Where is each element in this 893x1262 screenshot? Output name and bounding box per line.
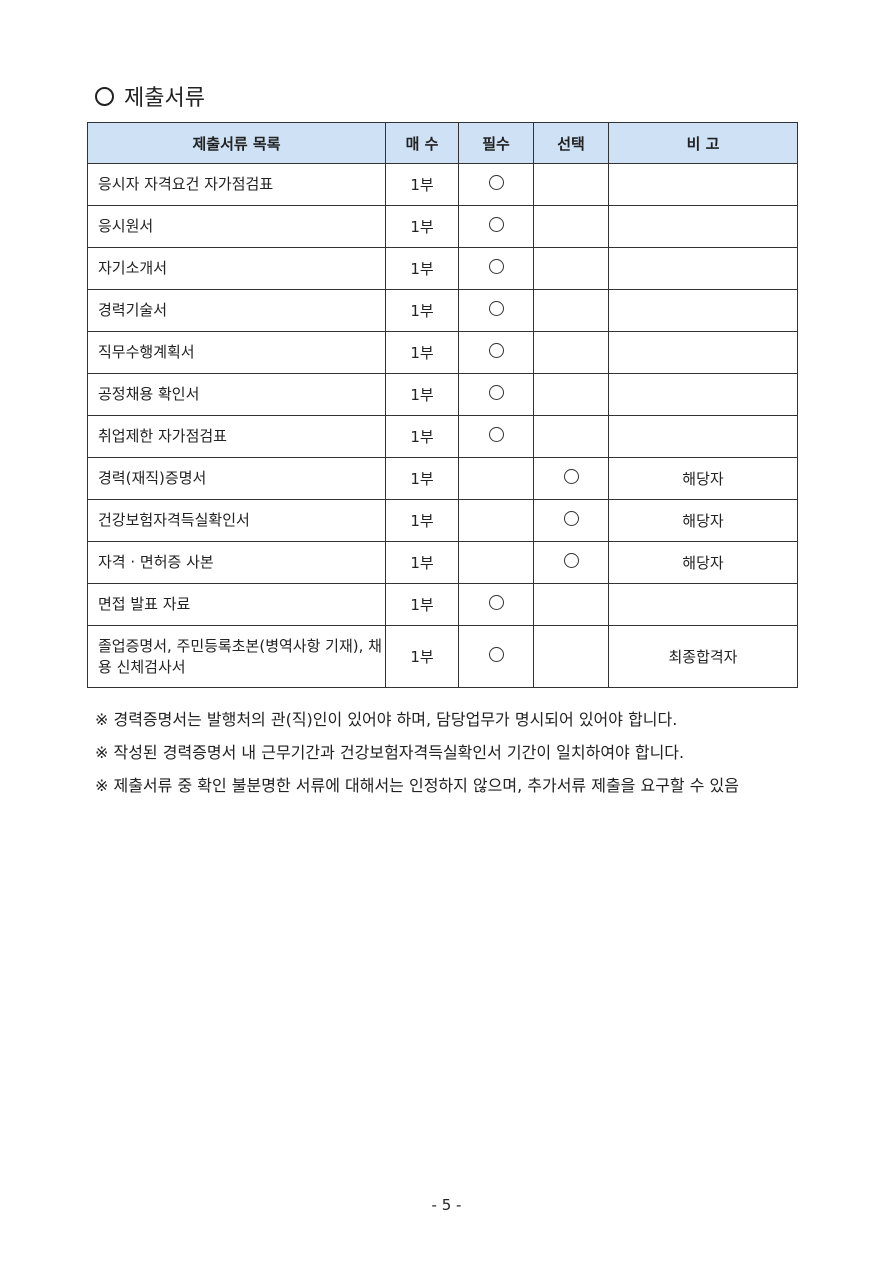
- cell-required: [458, 331, 534, 374]
- cell-optional: [533, 457, 609, 500]
- cell-optional: [533, 499, 609, 542]
- cell-count: 1부: [385, 289, 459, 332]
- header-optional: 선택: [533, 122, 609, 164]
- section-title-text: 제출서류: [124, 86, 205, 111]
- cell-required: [458, 205, 534, 248]
- cell-required: [458, 247, 534, 290]
- cell-name: 면접 발표 자료: [87, 583, 386, 626]
- note-1: ※ 경력증명서는 발행처의 관(직)인이 있어야 하며, 담당업무가 명시되어 …: [95, 710, 678, 729]
- note-2: ※ 작성된 경력증명서 내 근무기간과 건강보험자격득실확인서 기간이 일치하여…: [95, 743, 685, 762]
- header-required: 필수: [458, 122, 534, 164]
- cell-note: [608, 583, 798, 626]
- table-row: 자격 · 면허증 사본 1부 해당자: [87, 541, 798, 584]
- cell-name: 경력(재직)증명서: [87, 457, 386, 500]
- cell-name: 졸업증명서, 주민등록초본(병역사항 기재), 채용 신체검사서: [87, 625, 386, 688]
- cell-optional: [533, 541, 609, 584]
- circle-mark-icon: [488, 217, 504, 232]
- circle-mark-icon: [488, 595, 504, 610]
- table-row: 자기소개서 1부: [87, 247, 798, 290]
- cell-name: 직무수행계획서: [87, 331, 386, 374]
- cell-required: [458, 541, 534, 584]
- cell-optional: [533, 163, 609, 206]
- cell-name: 건강보험자격득실확인서: [87, 499, 386, 542]
- cell-count: 1부: [385, 583, 459, 626]
- cell-count: 1부: [385, 373, 459, 416]
- cell-note: [608, 415, 798, 458]
- cell-name: 취업제한 자가점검표: [87, 415, 386, 458]
- circle-mark-icon: [488, 301, 504, 316]
- cell-required: [458, 499, 534, 542]
- cell-count: 1부: [385, 415, 459, 458]
- circle-mark-icon: [488, 259, 504, 274]
- cell-count: 1부: [385, 247, 459, 290]
- cell-name: 응시원서: [87, 205, 386, 248]
- cell-name: 응시자 자격요건 자가점검표: [87, 163, 386, 206]
- circle-mark-icon: [488, 343, 504, 358]
- table-row: 취업제한 자가점검표 1부: [87, 415, 798, 458]
- cell-optional: [533, 289, 609, 332]
- cell-required: [458, 625, 534, 688]
- table-row: 응시원서 1부: [87, 205, 798, 248]
- documents-table: 제출서류 목록 매 수 필수 선택 비 고 응시자 자격요건 자가점검표 1부 응시…: [87, 122, 798, 688]
- table-header-row: 제출서류 목록 매 수 필수 선택 비 고: [87, 122, 798, 164]
- circle-mark-icon: [488, 175, 504, 190]
- cell-count: 1부: [385, 541, 459, 584]
- cell-note: 해당자: [608, 541, 798, 584]
- cell-note: [608, 373, 798, 416]
- cell-required: [458, 583, 534, 626]
- cell-optional: [533, 415, 609, 458]
- cell-note: 해당자: [608, 457, 798, 500]
- cell-name: 자기소개서: [87, 247, 386, 290]
- cell-note: [608, 331, 798, 374]
- cell-required: [458, 457, 534, 500]
- cell-required: [458, 163, 534, 206]
- cell-required: [458, 373, 534, 416]
- cell-optional: [533, 331, 609, 374]
- cell-name: 자격 · 면허증 사본: [87, 541, 386, 584]
- circle-mark-icon: [563, 511, 579, 526]
- cell-count: 1부: [385, 163, 459, 206]
- note-3: ※ 제출서류 중 확인 불분명한 서류에 대해서는 인정하지 않으며, 추가서류…: [95, 776, 739, 795]
- header-name: 제출서류 목록: [87, 122, 386, 164]
- header-note: 비 고: [608, 122, 798, 164]
- table-row: 면접 발표 자료 1부: [87, 583, 798, 626]
- cell-count: 1부: [385, 331, 459, 374]
- cell-note: [608, 205, 798, 248]
- table-row: 졸업증명서, 주민등록초본(병역사항 기재), 채용 신체검사서 1부 최종합격자: [87, 625, 798, 688]
- circle-mark-icon: [563, 469, 579, 484]
- cell-note: [608, 163, 798, 206]
- table-row: 공정채용 확인서 1부: [87, 373, 798, 416]
- cell-required: [458, 289, 534, 332]
- cell-count: 1부: [385, 205, 459, 248]
- table-row: 건강보험자격득실확인서 1부 해당자: [87, 499, 798, 542]
- cell-optional: [533, 247, 609, 290]
- circle-bullet-icon: [95, 86, 114, 106]
- cell-optional: [533, 373, 609, 416]
- notes: ※ 경력증명서는 발행처의 관(직)인이 있어야 하며, 담당업무가 명시되어 …: [95, 706, 739, 805]
- header-count: 매 수: [385, 122, 459, 164]
- cell-name: 경력기술서: [87, 289, 386, 332]
- table-row: 경력기술서 1부: [87, 289, 798, 332]
- cell-optional: [533, 583, 609, 626]
- table-row: 직무수행계획서 1부: [87, 331, 798, 374]
- section-title: 제출서류: [95, 80, 205, 112]
- cell-note: 해당자: [608, 499, 798, 542]
- cell-note: [608, 247, 798, 290]
- circle-mark-icon: [488, 427, 504, 442]
- cell-optional: [533, 625, 609, 688]
- cell-count: 1부: [385, 457, 459, 500]
- cell-optional: [533, 205, 609, 248]
- table-row: 경력(재직)증명서 1부 해당자: [87, 457, 798, 500]
- cell-name: 공정채용 확인서: [87, 373, 386, 416]
- circle-mark-icon: [488, 647, 504, 662]
- cell-count: 1부: [385, 499, 459, 542]
- page-number: - 5 -: [431, 1196, 462, 1214]
- table-row: 응시자 자격요건 자가점검표 1부: [87, 163, 798, 206]
- cell-note: [608, 289, 798, 332]
- circle-mark-icon: [488, 385, 504, 400]
- cell-note: 최종합격자: [608, 625, 798, 688]
- cell-required: [458, 415, 534, 458]
- circle-mark-icon: [563, 553, 579, 568]
- cell-count: 1부: [385, 625, 459, 688]
